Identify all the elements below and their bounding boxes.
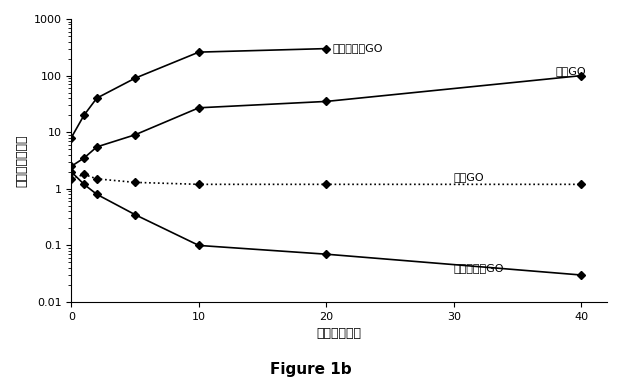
Text: 非常に薄いGO: 非常に薄いGO xyxy=(333,43,383,53)
Text: 非常に厚いGO: 非常に厚いGO xyxy=(454,263,504,273)
X-axis label: 照射時間、秒: 照射時間、秒 xyxy=(317,327,361,340)
Y-axis label: 抵抗、㎳オーム: 抵抗、㎳オーム xyxy=(15,134,28,187)
Text: 薄いGO: 薄いGO xyxy=(556,66,587,76)
Text: 厚いGO: 厚いGO xyxy=(454,172,485,182)
Text: Figure 1b: Figure 1b xyxy=(270,362,352,377)
